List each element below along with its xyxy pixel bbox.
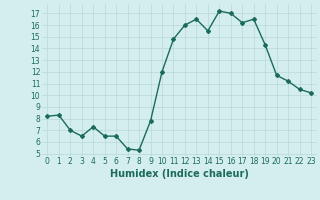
X-axis label: Humidex (Indice chaleur): Humidex (Indice chaleur) xyxy=(110,169,249,179)
